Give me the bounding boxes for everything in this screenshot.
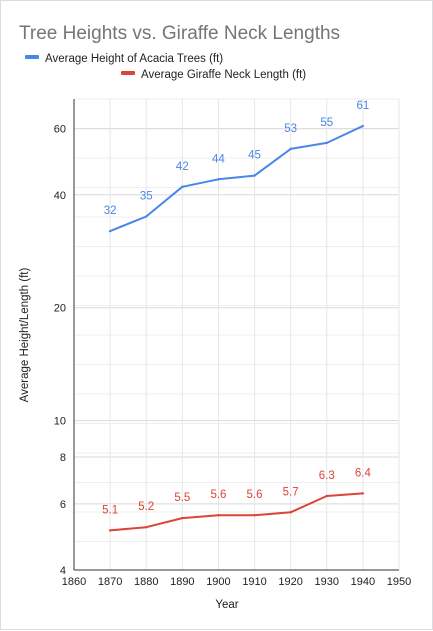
legend-swatch-giraffe [121, 71, 135, 75]
data-label: 5.6 [210, 489, 226, 501]
x-tick-label: 1910 [242, 576, 266, 588]
series-line-acacia [109, 125, 364, 233]
data-point [325, 494, 328, 498]
x-tick-label: 1920 [278, 576, 302, 588]
data-point [253, 513, 256, 517]
x-tick-label: 1930 [315, 576, 339, 588]
data-label: 5.1 [102, 504, 118, 516]
data-label: 53 [284, 123, 297, 135]
x-axis-title: Year [215, 599, 238, 611]
x-tick-label: 1940 [351, 576, 375, 588]
data-point [325, 141, 328, 145]
y-tick-label: 60 [54, 124, 66, 136]
data-point [253, 174, 256, 177]
grid [73, 98, 400, 571]
x-tick-label: 1880 [134, 576, 158, 588]
data-label: 35 [140, 191, 153, 203]
data-label: 6.3 [319, 470, 335, 482]
data-point [361, 124, 365, 128]
legend-item-acacia[interactable]: Average Height of Acacia Trees (ft) [25, 53, 223, 65]
data-label: 55 [320, 117, 333, 129]
data-point [108, 229, 112, 233]
data-point [289, 511, 292, 514]
legend: Average Height of Acacia Trees (ft) Aver… [25, 53, 306, 81]
legend-label-acacia: Average Height of Acacia Trees (ft) [45, 53, 223, 65]
y-tick-label: 20 [54, 303, 66, 315]
data-label: 5.5 [174, 492, 190, 504]
y-tick-label: 10 [54, 416, 66, 428]
x-tick-label: 1950 [387, 576, 411, 588]
x-tick-label: 1890 [170, 576, 194, 588]
data-label: 6.4 [355, 467, 372, 479]
data-point [181, 516, 184, 520]
y-tick-label: 40 [54, 190, 66, 202]
legend-label-giraffe: Average Giraffe Neck Length (ft) [141, 69, 306, 81]
data-label: 32 [104, 205, 117, 217]
y-tick-label: 6 [60, 499, 66, 511]
legend-swatch-acacia [25, 55, 39, 59]
x-tick-label: 1900 [206, 576, 230, 588]
data-label: 45 [248, 150, 261, 162]
y-tick-label: 4 [60, 565, 66, 577]
series-line-giraffe [110, 492, 363, 532]
data-label: 5.6 [247, 489, 263, 501]
data-point [145, 526, 148, 529]
chart-title: Tree Heights vs. Giraffe Neck Lengths [19, 23, 340, 44]
data-point [361, 492, 365, 495]
data-point [108, 529, 112, 532]
data-point [145, 215, 148, 218]
data-label: 5.2 [138, 501, 154, 513]
axes: 4 6 8 10 20 40 60 1860 1870 1880 1890 1900 1910 1920 1… [54, 99, 411, 588]
data-point [181, 185, 184, 189]
x-tick-label: 1870 [98, 576, 122, 588]
y-axis-title: Average Height/Length (ft) [19, 267, 31, 402]
y-tick-label: 8 [60, 452, 66, 464]
data-point [289, 147, 292, 151]
data-labels: 32 35 42 44 45 53 55 61 5.1 5.2 5.5 5.6 5.6 5.7 6.3 6.4 [102, 100, 371, 516]
data-point [217, 513, 220, 517]
legend-item-giraffe[interactable]: Average Giraffe Neck Length (ft) [121, 69, 306, 81]
data-label: 61 [356, 100, 369, 112]
x-tick-label: 1860 [62, 576, 86, 588]
data-label: 44 [212, 153, 225, 165]
data-point [217, 178, 220, 181]
data-label: 5.7 [283, 486, 299, 498]
series [108, 124, 365, 532]
data-label: 42 [176, 161, 189, 173]
